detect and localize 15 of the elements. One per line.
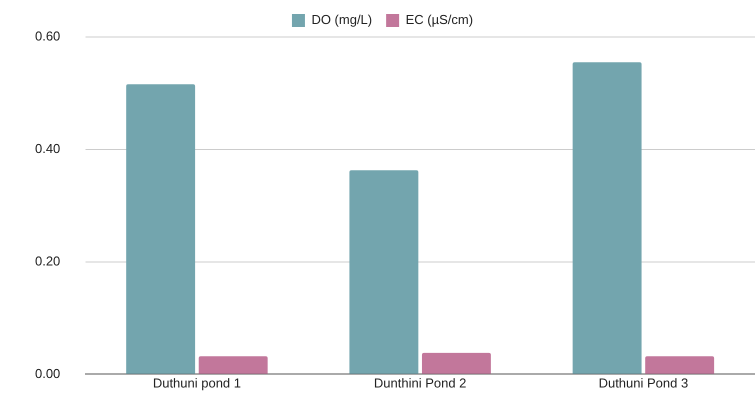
legend-label: DO (mg/L): [311, 12, 372, 28]
bar: [572, 62, 642, 374]
x-tick-label: Dunthini Pond 2: [374, 376, 466, 391]
y-tick-label: 0.40: [34, 140, 60, 156]
y-tick-label: 0.20: [34, 253, 60, 268]
x-tick-label: Duthuni pond 1: [152, 376, 242, 391]
bar: [198, 356, 268, 374]
bar: [645, 356, 714, 374]
bar: [349, 170, 418, 374]
legend-label: EC (µS/cm): [406, 12, 474, 28]
y-tick-label: 0.00: [34, 366, 60, 381]
y-tick-label: 0.60: [34, 28, 60, 44]
x-tick-label: Duthuni Pond 3: [598, 376, 688, 391]
bar: [126, 84, 196, 374]
bar: [422, 352, 491, 374]
